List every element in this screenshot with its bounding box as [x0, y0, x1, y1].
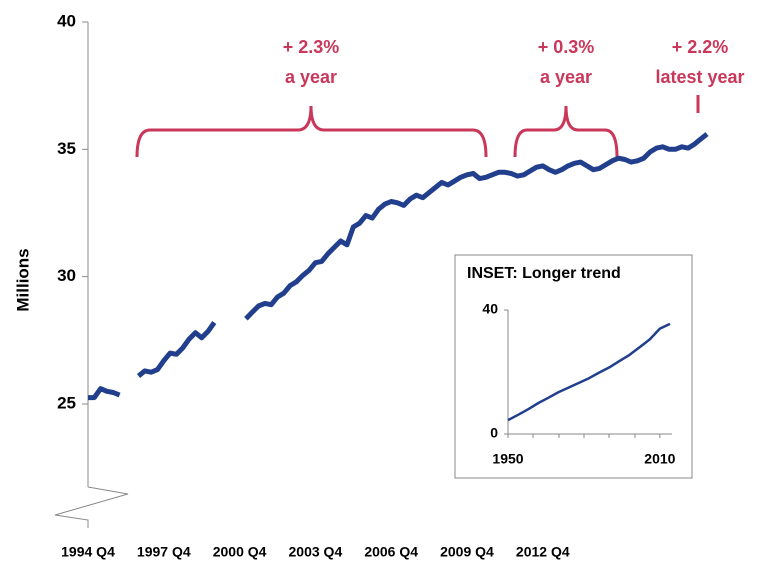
annotation: + 2.2%: [672, 37, 729, 57]
annotation: a year: [285, 67, 337, 87]
y-axis-label: Millions: [13, 248, 32, 311]
y-tick-label: 30: [57, 266, 76, 285]
y-tick-label: 40: [57, 11, 76, 30]
y-tick-label: 25: [57, 393, 76, 412]
axis-break: [54, 486, 129, 528]
x-tick-label: 2012 Q4: [516, 544, 570, 560]
x-tick-label: 1950: [492, 451, 523, 467]
inset-frame: [454, 254, 693, 479]
annotation: a year: [540, 67, 592, 87]
y-tick-label: 40: [482, 301, 498, 317]
x-tick-label: 2003 Q4: [289, 544, 343, 560]
x-tick-label: 1997 Q4: [137, 544, 191, 560]
bracket: [513, 105, 619, 158]
y-tick-label: 0: [490, 425, 498, 441]
bracket: [135, 105, 488, 158]
x-tick-label: 2006 Q4: [364, 544, 418, 560]
x-tick-label: 2010: [644, 451, 675, 467]
data-line: [88, 132, 709, 401]
annotation: + 0.3%: [538, 37, 595, 57]
data-line: [507, 322, 671, 422]
x-tick-label: 2009 Q4: [440, 544, 494, 560]
x-tick-label: 2000 Q4: [213, 544, 267, 560]
y-tick-label: 35: [57, 139, 76, 158]
inset-title: INSET: Longer trend: [467, 265, 621, 282]
x-tick-label: 1994 Q4: [61, 544, 115, 560]
inset-minor-ticks: [532, 434, 636, 438]
annotation: latest year: [655, 67, 744, 87]
annotation: + 2.3%: [283, 37, 340, 57]
